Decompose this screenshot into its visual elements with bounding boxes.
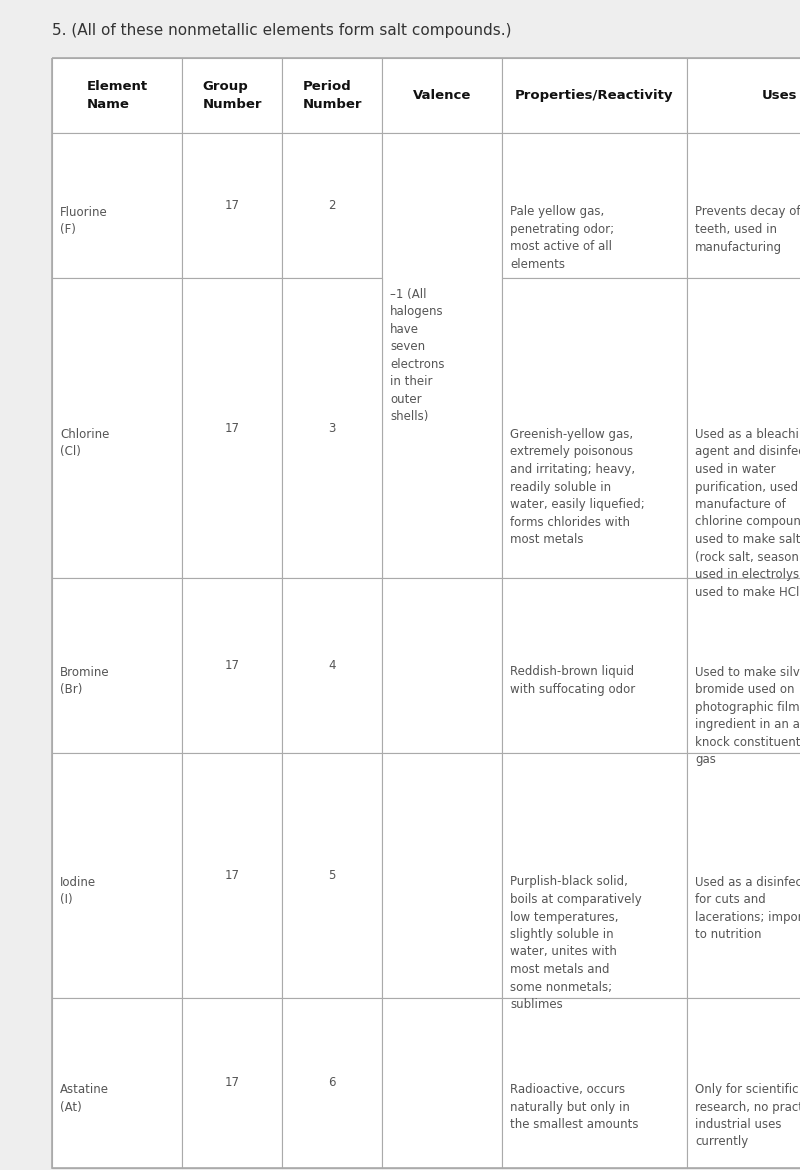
Text: Used as a bleaching
agent and disinfectant,
used in water
purification, used in
: Used as a bleaching agent and disinfecta… — [695, 428, 800, 599]
Bar — [502, 578, 687, 753]
Text: 4: 4 — [328, 659, 336, 672]
Text: 3: 3 — [328, 421, 336, 434]
Bar — [687, 278, 800, 578]
Bar — [382, 998, 502, 1168]
Bar — [502, 278, 687, 578]
Text: Astatine
(At): Astatine (At) — [60, 1083, 109, 1114]
Text: Properties/Reactivity: Properties/Reactivity — [515, 89, 674, 102]
Bar — [182, 578, 282, 753]
Bar — [282, 753, 382, 998]
Text: –1 (All
halogens
have
seven
electrons
in their
outer
shells): –1 (All halogens have seven electrons in… — [390, 288, 445, 424]
Text: Prevents decay of
teeth, used in
manufacturing: Prevents decay of teeth, used in manufac… — [695, 206, 800, 254]
Text: Group
Number: Group Number — [202, 81, 262, 111]
Text: 17: 17 — [225, 869, 239, 882]
Bar — [52, 278, 182, 578]
Text: Fluorine
(F): Fluorine (F) — [60, 206, 108, 236]
Text: Only for scientific
research, no practical
industrial uses
currently: Only for scientific research, no practic… — [695, 1083, 800, 1149]
Bar — [382, 133, 502, 578]
Text: 17: 17 — [225, 199, 239, 212]
Bar — [182, 753, 282, 998]
Bar — [282, 998, 382, 1168]
Text: Uses: Uses — [762, 89, 798, 102]
Text: 17: 17 — [225, 421, 239, 434]
Text: 17: 17 — [225, 1076, 239, 1089]
Text: 2: 2 — [328, 199, 336, 212]
Text: Valence: Valence — [413, 89, 471, 102]
Bar — [52, 133, 182, 278]
Bar — [687, 998, 800, 1168]
Bar — [52, 998, 182, 1168]
Bar — [382, 578, 502, 753]
Text: Period
Number: Period Number — [302, 81, 362, 111]
Bar — [502, 998, 687, 1168]
Bar — [282, 578, 382, 753]
Text: Element
Name: Element Name — [86, 81, 147, 111]
Bar — [687, 753, 800, 998]
Bar — [52, 58, 182, 133]
Bar — [182, 58, 282, 133]
Text: Iodine
(I): Iodine (I) — [60, 875, 96, 906]
Bar — [282, 278, 382, 578]
Bar — [182, 278, 282, 578]
Bar — [687, 133, 800, 278]
Text: 6: 6 — [328, 1076, 336, 1089]
Bar — [687, 578, 800, 753]
Text: Pale yellow gas,
penetrating odor;
most active of all
elements: Pale yellow gas, penetrating odor; most … — [510, 206, 614, 271]
Text: 17: 17 — [225, 659, 239, 672]
Bar — [282, 58, 382, 133]
Bar — [282, 133, 382, 278]
Bar — [52, 753, 182, 998]
Bar — [182, 133, 282, 278]
Bar — [182, 998, 282, 1168]
Text: Used as a disinfectant
for cuts and
lacerations; important
to nutrition: Used as a disinfectant for cuts and lace… — [695, 875, 800, 941]
Text: 5. (All of these nonmetallic elements form salt compounds.): 5. (All of these nonmetallic elements fo… — [52, 22, 511, 37]
Bar — [502, 753, 687, 998]
Text: Purplish-black solid,
boils at comparatively
low temperatures,
slightly soluble : Purplish-black solid, boils at comparati… — [510, 875, 642, 1011]
Text: Greenish-yellow gas,
extremely poisonous
and irritating; heavy,
readily soluble : Greenish-yellow gas, extremely poisonous… — [510, 428, 645, 546]
Bar — [382, 753, 502, 998]
Text: Radioactive, occurs
naturally but only in
the smallest amounts: Radioactive, occurs naturally but only i… — [510, 1083, 638, 1131]
Bar — [502, 58, 687, 133]
Bar — [382, 58, 502, 133]
Bar — [52, 578, 182, 753]
Bar — [687, 58, 800, 133]
Text: 5: 5 — [328, 869, 336, 882]
Text: Chlorine
(Cl): Chlorine (Cl) — [60, 428, 110, 459]
Bar — [502, 133, 687, 278]
Text: Bromine
(Br): Bromine (Br) — [60, 666, 110, 696]
Text: Reddish-brown liquid
with suffocating odor: Reddish-brown liquid with suffocating od… — [510, 666, 635, 696]
Text: Used to make silver
bromide used on
photographic film,
ingredient in an anti-
kn: Used to make silver bromide used on phot… — [695, 666, 800, 766]
